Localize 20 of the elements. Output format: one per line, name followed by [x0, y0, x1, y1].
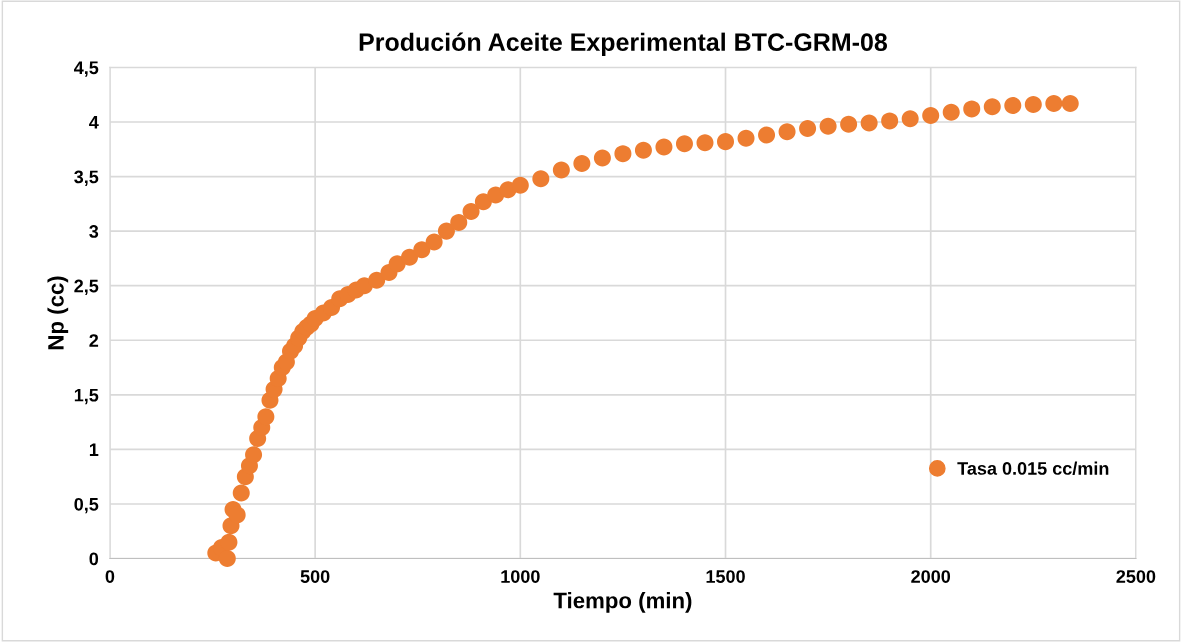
x-tick-label: 2500 [1116, 570, 1156, 583]
x-tick-label: 1500 [706, 570, 745, 583]
y-tick-label: 0 [89, 552, 99, 566]
x-tick-label: 0 [105, 570, 115, 583]
y-tick-label: 1 [89, 443, 99, 456]
x-axis-title: Tiempo (min) [553, 592, 692, 613]
y-tick-label: 4,5 [73, 61, 99, 77]
y-tick-label: 0,5 [74, 497, 99, 514]
x-tick-label: 2000 [911, 570, 951, 583]
y-tick-label: 3,5 [74, 170, 99, 186]
y-tick-label: 3 [89, 225, 99, 238]
y-tick-label: 2 [89, 334, 99, 347]
legend-label: Tasa 0.015 cc/min [957, 461, 1109, 476]
x-tick-label: 1000 [501, 570, 540, 583]
chart-title: Produción Aceite Experimental BTC-GRM-08 [359, 32, 888, 56]
y-tick-label: 1,5 [74, 388, 99, 405]
y-axis-title: Np (cc) [47, 276, 69, 350]
x-tick-label: 500 [300, 570, 330, 583]
y-tick-label: 2,5 [74, 279, 99, 296]
y-tick-label: 4 [89, 116, 99, 129]
